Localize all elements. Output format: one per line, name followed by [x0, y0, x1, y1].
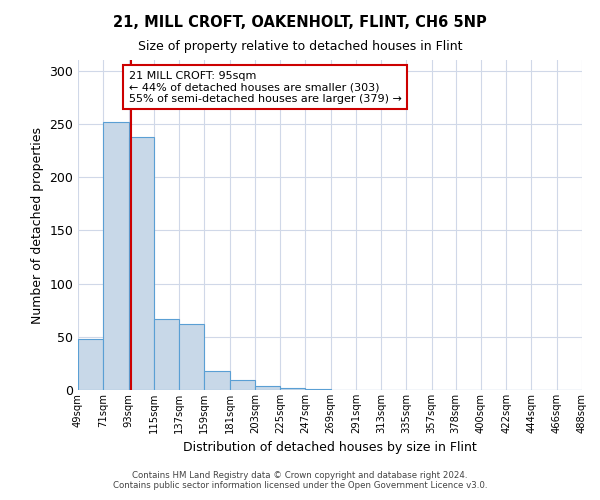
- Text: 21, MILL CROFT, OAKENHOLT, FLINT, CH6 5NP: 21, MILL CROFT, OAKENHOLT, FLINT, CH6 5N…: [113, 15, 487, 30]
- Bar: [230, 380, 255, 390]
- Bar: [128, 136, 154, 390]
- Bar: [179, 324, 204, 390]
- Bar: [103, 122, 128, 390]
- Text: Size of property relative to detached houses in Flint: Size of property relative to detached ho…: [138, 40, 462, 53]
- Bar: [78, 339, 103, 390]
- X-axis label: Distribution of detached houses by size in Flint: Distribution of detached houses by size …: [183, 442, 477, 454]
- Text: Contains HM Land Registry data © Crown copyright and database right 2024.
Contai: Contains HM Land Registry data © Crown c…: [113, 470, 487, 490]
- Bar: [305, 389, 331, 390]
- Bar: [154, 318, 179, 390]
- Bar: [255, 386, 280, 390]
- Bar: [280, 388, 305, 390]
- Bar: [204, 371, 230, 390]
- Text: 21 MILL CROFT: 95sqm
← 44% of detached houses are smaller (303)
55% of semi-deta: 21 MILL CROFT: 95sqm ← 44% of detached h…: [128, 70, 401, 104]
- Y-axis label: Number of detached properties: Number of detached properties: [31, 126, 44, 324]
